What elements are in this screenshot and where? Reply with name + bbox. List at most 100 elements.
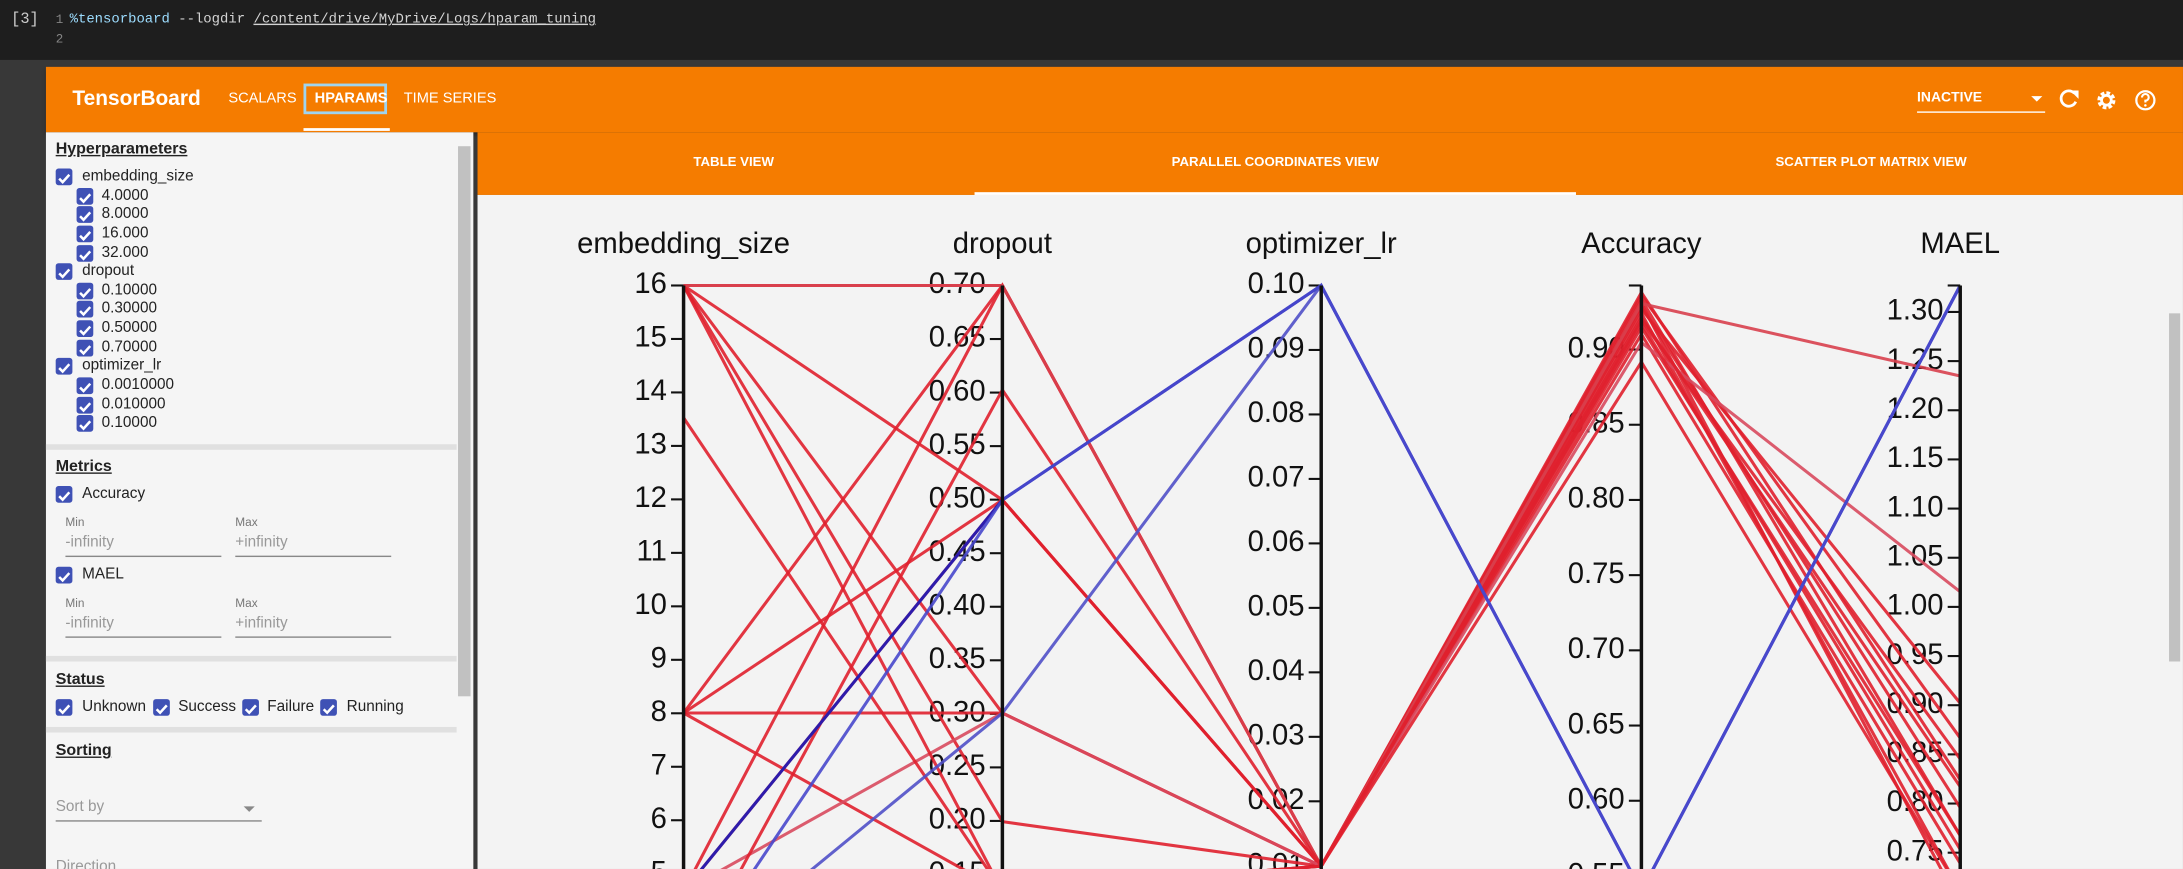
max-input[interactable]: +infinity bbox=[235, 614, 288, 632]
tick-label: 0.05 bbox=[1248, 591, 1305, 623]
code-line: %tensorboard --logdir /content/drive/MyD… bbox=[70, 12, 597, 28]
checkbox[interactable] bbox=[76, 244, 94, 262]
checkbox[interactable] bbox=[76, 320, 94, 338]
hparam-value: 8.0000 bbox=[101, 205, 149, 223]
checkbox[interactable] bbox=[55, 263, 73, 281]
tick-label: 0.60 bbox=[929, 375, 986, 407]
checkbox[interactable] bbox=[76, 301, 94, 319]
main-scrollbar[interactable] bbox=[2169, 313, 2181, 662]
status-option: Success bbox=[178, 698, 237, 716]
tick-label: 0.60 bbox=[1568, 783, 1625, 815]
tick-label: 12 bbox=[634, 482, 667, 514]
run-status[interactable]: INACTIVE bbox=[1917, 90, 1983, 106]
status-option: Unknown bbox=[82, 698, 146, 716]
line-number: 1 bbox=[55, 13, 64, 28]
checkbox[interactable] bbox=[55, 699, 73, 716]
view-tab[interactable]: TABLE VIEW bbox=[693, 154, 774, 171]
metric-name: Accuracy bbox=[82, 485, 146, 503]
min-label: Min bbox=[65, 595, 85, 610]
min-input[interactable]: -infinity bbox=[65, 614, 114, 632]
tick-label: 0.55 bbox=[1568, 859, 1625, 869]
checkbox[interactable] bbox=[76, 339, 94, 356]
axis-title: MAEL bbox=[1920, 228, 2000, 260]
metric-name: MAEL bbox=[82, 566, 124, 583]
help-icon[interactable] bbox=[2135, 90, 2156, 111]
nav-tab[interactable]: TIME SERIES bbox=[403, 90, 497, 107]
tick-label: 0.45 bbox=[929, 536, 986, 568]
nav-tab[interactable]: SCALARS bbox=[228, 90, 297, 107]
tick-label: 0.10 bbox=[1248, 268, 1305, 300]
axis-title: optimizer_lr bbox=[1246, 228, 1397, 260]
plot: embedding_size 16 15 14 13 12 11 10 9 8 7 6 5 dropout… bbox=[577, 228, 2000, 869]
checkbox[interactable] bbox=[55, 168, 73, 186]
app-title: TensorBoard bbox=[72, 87, 201, 111]
tick-label: 5 bbox=[651, 856, 667, 869]
tick-label: 9 bbox=[651, 643, 667, 675]
code-path[interactable]: /content/drive/MyDrive/Logs/hparam_tunin… bbox=[253, 12, 597, 28]
hparam-value: 0.50000 bbox=[101, 319, 157, 337]
checkbox[interactable] bbox=[153, 699, 170, 716]
max-label: Max bbox=[235, 514, 258, 529]
run-line bbox=[752, 283, 1962, 869]
tick-label: 0.65 bbox=[929, 322, 986, 354]
checkbox[interactable] bbox=[76, 187, 94, 205]
checkbox[interactable] bbox=[76, 396, 94, 413]
settings-icon[interactable] bbox=[2097, 91, 2116, 110]
checkbox[interactable] bbox=[76, 377, 94, 394]
input-underline bbox=[235, 555, 392, 558]
dropdown-arrow[interactable] bbox=[2031, 96, 2043, 102]
tick-label: 0.20 bbox=[929, 804, 986, 836]
axis-title: dropout bbox=[953, 228, 1052, 260]
hparam-name: dropout bbox=[82, 262, 135, 280]
view-tab[interactable]: PARALLEL COORDINATES VIEW bbox=[1171, 154, 1379, 171]
hparam-value: 0.70000 bbox=[101, 338, 157, 356]
checkbox[interactable] bbox=[55, 566, 73, 584]
tick-label: 1.15 bbox=[1887, 442, 1944, 474]
hparam-value: 16.000 bbox=[101, 224, 149, 242]
tick-label: 0.95 bbox=[1887, 639, 1944, 671]
sort-by-select[interactable]: Sort by bbox=[55, 798, 105, 816]
view-tab[interactable]: SCATTER PLOT MATRIX VIEW bbox=[1775, 154, 1967, 171]
checkbox[interactable] bbox=[76, 282, 94, 300]
section-title: Metrics bbox=[55, 458, 112, 476]
checkbox[interactable] bbox=[55, 486, 73, 503]
max-input[interactable]: +infinity bbox=[235, 534, 288, 551]
code-space bbox=[245, 13, 253, 28]
section-title: Hyperparameters bbox=[55, 141, 188, 158]
sidebar bbox=[45, 132, 474, 869]
line-number: 2 bbox=[55, 32, 64, 47]
code-args: --logdir bbox=[178, 12, 246, 28]
tick-label: 0.07 bbox=[1248, 462, 1305, 494]
select-arrow bbox=[243, 806, 255, 812]
checkbox[interactable] bbox=[76, 206, 94, 224]
tick-label: 0.80 bbox=[1568, 483, 1625, 515]
min-input[interactable]: -infinity bbox=[65, 534, 114, 551]
hparam-value: 0.10000 bbox=[101, 414, 157, 432]
tick-label: 16 bbox=[634, 268, 667, 300]
tick-label: 1.30 bbox=[1887, 295, 1944, 327]
tick-label: 1.00 bbox=[1887, 590, 1944, 622]
axis-title: embedding_size bbox=[577, 228, 790, 260]
tick-label: 7 bbox=[651, 749, 667, 781]
checkbox[interactable] bbox=[55, 358, 73, 375]
checkbox[interactable] bbox=[76, 225, 94, 243]
checkbox[interactable] bbox=[320, 699, 337, 716]
hparam-value: 0.0010000 bbox=[101, 376, 175, 394]
divider bbox=[45, 444, 457, 450]
sidebar-scrollbar[interactable] bbox=[458, 146, 471, 697]
select-underline bbox=[55, 820, 262, 822]
tick-label: 0.06 bbox=[1248, 526, 1305, 558]
tick-label: 0.08 bbox=[1248, 397, 1305, 429]
input-underline bbox=[65, 636, 222, 638]
view-tab-bar bbox=[477, 132, 2183, 195]
tick-label: 13 bbox=[634, 429, 667, 461]
checkbox[interactable] bbox=[242, 699, 259, 716]
tick-label: 0.75 bbox=[1568, 558, 1625, 590]
divider bbox=[45, 655, 457, 662]
checkbox[interactable] bbox=[76, 415, 94, 432]
hparam-value: 4.0000 bbox=[101, 186, 149, 204]
nav-tab[interactable]: HPARAMS bbox=[314, 90, 388, 107]
tab-underline bbox=[974, 192, 1576, 195]
